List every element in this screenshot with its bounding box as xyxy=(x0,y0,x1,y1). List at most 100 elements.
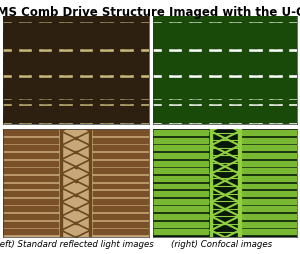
Bar xyxy=(172,63,182,66)
Bar xyxy=(93,146,148,151)
Bar xyxy=(232,42,242,45)
Bar xyxy=(2,63,12,66)
Bar xyxy=(268,68,278,71)
Bar xyxy=(38,59,48,62)
Bar xyxy=(248,68,258,71)
Bar xyxy=(83,120,93,123)
Bar xyxy=(288,35,297,52)
Bar xyxy=(152,46,162,49)
Bar xyxy=(172,33,182,36)
Bar xyxy=(99,91,109,94)
Bar xyxy=(119,100,130,103)
Bar xyxy=(17,14,28,18)
Bar xyxy=(172,91,182,94)
Bar xyxy=(192,120,202,123)
Bar xyxy=(93,207,148,212)
Bar xyxy=(172,19,182,22)
Bar xyxy=(42,115,52,118)
Bar xyxy=(140,100,150,103)
Bar xyxy=(188,33,198,36)
Bar xyxy=(63,115,73,118)
Bar xyxy=(103,115,114,118)
Bar xyxy=(3,199,58,204)
Bar xyxy=(2,72,12,75)
Bar xyxy=(153,52,297,63)
Bar xyxy=(172,120,182,123)
Bar xyxy=(253,120,262,123)
Bar xyxy=(38,96,48,99)
Bar xyxy=(212,37,222,40)
Bar xyxy=(288,72,298,75)
Bar xyxy=(79,46,89,49)
Bar xyxy=(22,19,32,22)
Bar xyxy=(152,59,162,62)
Bar xyxy=(228,59,238,62)
Bar xyxy=(153,35,162,52)
Bar xyxy=(124,91,134,94)
Bar xyxy=(124,63,134,66)
Bar xyxy=(124,59,134,62)
Bar xyxy=(2,87,12,90)
Bar xyxy=(212,59,222,62)
Bar xyxy=(192,91,202,94)
Bar xyxy=(288,87,298,90)
Bar xyxy=(168,91,178,94)
Bar xyxy=(17,68,28,71)
Bar xyxy=(93,138,148,143)
Bar xyxy=(253,59,262,62)
Bar xyxy=(172,59,182,62)
Bar xyxy=(232,14,242,18)
Bar xyxy=(99,42,109,45)
Bar xyxy=(273,87,283,90)
Bar xyxy=(253,42,262,45)
Bar xyxy=(124,100,134,103)
Bar xyxy=(99,115,109,118)
Bar xyxy=(63,42,73,45)
Bar xyxy=(63,100,73,103)
Bar xyxy=(273,19,283,22)
Bar xyxy=(63,46,73,49)
Bar xyxy=(3,78,148,89)
Bar xyxy=(192,42,202,45)
Bar xyxy=(93,161,148,166)
Bar xyxy=(212,72,222,75)
Bar xyxy=(124,68,134,71)
Bar xyxy=(140,96,150,99)
Bar xyxy=(17,33,28,36)
Bar xyxy=(22,72,32,75)
Bar xyxy=(188,72,198,75)
Bar xyxy=(63,96,73,99)
Bar xyxy=(119,115,130,118)
Bar xyxy=(192,96,202,99)
Bar xyxy=(83,59,93,62)
Bar xyxy=(253,46,262,49)
Bar xyxy=(168,63,182,78)
Bar xyxy=(58,14,68,18)
Bar xyxy=(17,91,28,94)
Bar xyxy=(140,68,150,71)
Bar xyxy=(119,42,130,45)
Bar xyxy=(153,89,162,106)
Bar xyxy=(58,42,68,45)
Bar xyxy=(83,19,93,22)
Bar xyxy=(58,120,68,123)
Bar xyxy=(42,68,52,71)
Bar xyxy=(89,129,92,237)
Bar xyxy=(248,46,258,49)
Text: (left) Standard reflected light images: (left) Standard reflected light images xyxy=(0,240,153,248)
Bar xyxy=(2,115,12,118)
Bar xyxy=(119,46,130,49)
Bar xyxy=(153,176,208,181)
Bar xyxy=(168,42,178,45)
Bar xyxy=(212,115,222,118)
Bar xyxy=(188,42,198,45)
Bar xyxy=(38,19,48,22)
Bar xyxy=(152,63,162,66)
Bar xyxy=(17,87,28,90)
Bar xyxy=(83,100,93,103)
Bar xyxy=(248,17,262,24)
Bar xyxy=(253,14,262,18)
Bar xyxy=(268,117,283,125)
Bar xyxy=(83,63,93,66)
Bar xyxy=(168,72,178,75)
